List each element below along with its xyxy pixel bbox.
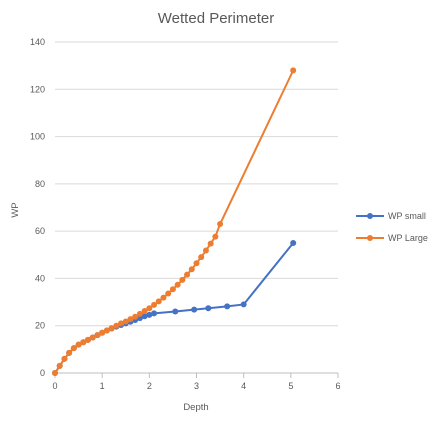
y-tick-label: 100: [30, 132, 45, 142]
legend: WP small WP Large: [356, 211, 428, 243]
series-layer: [52, 67, 297, 376]
legend-marker-wp-small: [367, 213, 373, 219]
y-tick-label: 140: [30, 37, 45, 47]
series-line-wp-small: [54, 242, 294, 374]
data-point-wp-large: [132, 313, 139, 320]
legend-label-wp-large: WP Large: [388, 233, 428, 243]
x-tick-label: 0: [52, 381, 57, 391]
data-point-wp-large: [188, 266, 195, 273]
data-point-wp-large: [52, 370, 58, 376]
data-point-wp-large: [80, 339, 87, 346]
axes: 0 20 40 60 80 100 120 140 0 1 2 3 4 5 6: [30, 37, 341, 391]
y-tick-label: 20: [35, 321, 45, 331]
data-point-wp-large: [174, 281, 181, 288]
data-point-wp-large: [113, 322, 120, 329]
data-point-wp-large: [193, 260, 200, 267]
data-point-wp-large: [155, 298, 162, 305]
data-point-wp-large: [70, 345, 77, 352]
legend-item-wp-small: WP small: [356, 211, 426, 221]
data-point-wp-large: [202, 247, 209, 254]
data-point-wp-small: [146, 311, 153, 318]
data-point-wp-small: [290, 239, 297, 246]
y-tick-label: 0: [40, 368, 45, 378]
x-tick-label: 4: [241, 381, 246, 391]
data-point-wp-large: [217, 221, 224, 228]
series-wp-small: [52, 239, 297, 376]
data-point-wp-large: [89, 334, 96, 341]
x-tick-label: 1: [100, 381, 105, 391]
data-point-wp-large: [290, 67, 297, 74]
data-point-wp-large: [165, 290, 172, 297]
data-point-wp-large: [99, 329, 106, 336]
data-point-wp-small: [172, 308, 179, 315]
x-tick-label: 5: [288, 381, 293, 391]
data-point-wp-small: [151, 310, 158, 317]
x-axis-title: Depth: [183, 402, 208, 413]
data-point-wp-large: [207, 240, 214, 247]
gridlines: [55, 41, 338, 327]
data-point-wp-large: [146, 305, 153, 312]
data-point-wp-large: [136, 310, 143, 317]
y-tick-label: 80: [35, 179, 45, 189]
data-point-wp-large: [66, 349, 73, 356]
data-point-wp-large: [184, 271, 191, 278]
y-axis-title: WP: [10, 202, 21, 217]
legend-marker-wp-large: [367, 235, 373, 241]
data-point-wp-large: [61, 355, 68, 362]
data-point-wp-large: [75, 341, 82, 348]
legend-label-wp-small: WP small: [388, 211, 426, 221]
data-point-wp-large: [127, 316, 134, 323]
data-point-wp-large: [169, 286, 176, 293]
data-point-wp-large: [118, 320, 125, 327]
x-tick-label: 2: [147, 381, 152, 391]
data-point-wp-large: [108, 325, 115, 332]
data-point-wp-large: [160, 294, 167, 301]
y-tick-label: 120: [30, 84, 45, 94]
x-tick-label: 3: [194, 381, 199, 391]
y-tick-label: 60: [35, 226, 45, 236]
chart-title: Wetted Perimeter: [158, 10, 274, 27]
data-point-wp-large: [179, 276, 186, 283]
data-point-wp-large: [122, 318, 129, 325]
data-point-wp-large: [85, 336, 92, 343]
data-point-wp-large: [151, 301, 158, 308]
series-line-wp-large: [54, 69, 295, 374]
data-point-wp-large: [103, 327, 110, 334]
data-point-wp-large: [141, 308, 148, 315]
data-point-wp-small: [240, 301, 247, 308]
data-point-wp-small: [205, 305, 212, 312]
data-point-wp-large: [198, 254, 205, 261]
data-point-wp-large: [212, 233, 219, 240]
y-tick-label: 40: [35, 273, 45, 283]
data-point-wp-small: [141, 313, 148, 320]
data-point-wp-large: [94, 332, 101, 339]
series-wp-large: [52, 67, 297, 376]
data-point-wp-small: [224, 303, 231, 310]
data-point-wp-small: [191, 306, 198, 313]
x-tick-label: 6: [335, 381, 340, 391]
data-point-wp-large: [56, 362, 63, 369]
data-point-wp-small: [136, 315, 143, 322]
legend-item-wp-large: WP Large: [356, 233, 428, 243]
